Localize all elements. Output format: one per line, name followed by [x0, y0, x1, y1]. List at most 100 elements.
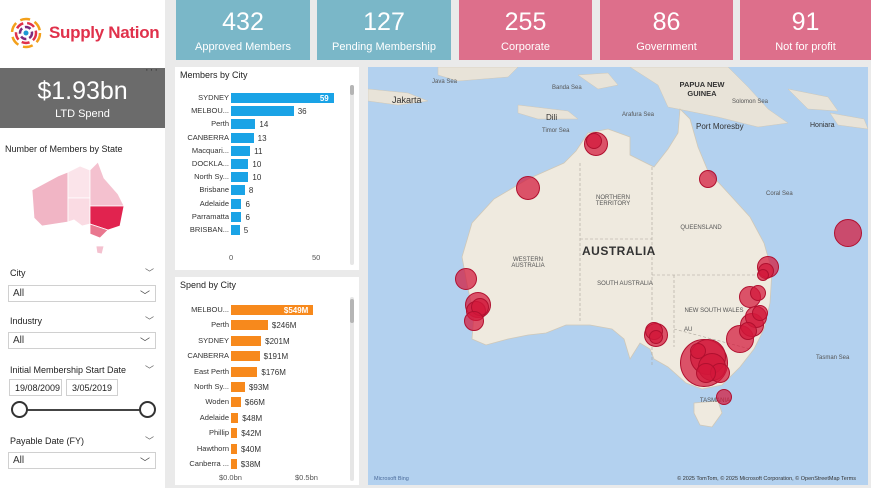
region-label: NEW SOUTH WALES — [684, 308, 744, 314]
bar-value-label: $48M — [242, 413, 263, 423]
member-location-map[interactable]: Java Sea Banda Sea Arafura Sea Timor Sea… — [368, 67, 868, 485]
map-attribution[interactable]: © 2025 TomTom, © 2025 Microsoft Corporat… — [677, 476, 856, 482]
city-slicer-label: City — [10, 268, 26, 278]
industry-dropdown[interactable]: All ﹀ — [8, 332, 156, 349]
bar[interactable] — [231, 459, 237, 469]
bar-value-label: 6 — [245, 199, 250, 209]
end-date-input[interactable]: 3/05/2019 — [66, 379, 118, 396]
scrollbar-track[interactable] — [350, 85, 354, 265]
bar-category-label: Adelaide — [199, 412, 229, 422]
state-tas[interactable] — [95, 245, 105, 255]
membership-date-collapse-icon[interactable]: ﹀ — [145, 365, 155, 375]
kpi-value: 255 — [504, 8, 547, 36]
bar[interactable] — [231, 351, 260, 362]
scrollbar-track[interactable] — [350, 297, 354, 481]
bar[interactable] — [231, 428, 238, 439]
member-location-bubble[interactable] — [750, 285, 766, 301]
bar-category-label: SYDNEY — [198, 335, 229, 345]
kpi-approved-members: 432 Approved Members — [176, 0, 310, 60]
member-location-bubble[interactable] — [752, 305, 768, 321]
industry-collapse-icon[interactable]: ﹀ — [145, 316, 155, 326]
date-range-start-handle[interactable] — [11, 401, 28, 418]
bar-value-label: 14 — [259, 120, 269, 130]
city-collapse-icon[interactable]: ﹀ — [145, 268, 155, 278]
scrollbar-thumb[interactable] — [350, 85, 354, 95]
brand-name: Supply Nation — [49, 23, 160, 42]
payable-date-dropdown[interactable]: All ﹀ — [8, 452, 156, 469]
member-location-bubble[interactable] — [739, 322, 757, 340]
bar[interactable] — [231, 412, 239, 423]
industry-dropdown-value: All — [13, 335, 25, 346]
scrollbar-thumb[interactable] — [350, 299, 354, 323]
chevron-down-icon: ﹀ — [140, 338, 150, 349]
sea-label: Java Sea — [432, 79, 458, 85]
member-location-bubble[interactable] — [757, 269, 769, 281]
map-city-label: Port Moresby — [696, 122, 744, 131]
member-location-bubble[interactable] — [690, 343, 706, 359]
bar[interactable] — [231, 305, 314, 315]
bar[interactable] — [231, 382, 245, 392]
payable-date-dropdown-value: All — [13, 455, 25, 466]
map-city-label: Honiara — [810, 122, 835, 129]
date-range-end-handle[interactable] — [139, 401, 156, 418]
bar-value-label: $42M — [241, 429, 262, 439]
bar-category-label: Phillip — [208, 428, 229, 438]
bar[interactable] — [231, 172, 249, 183]
sea-label: Arafura Sea — [622, 112, 655, 118]
bar[interactable] — [231, 119, 256, 130]
city-dropdown[interactable]: All ﹀ — [8, 285, 156, 302]
bar[interactable] — [231, 198, 242, 209]
bar-value-label: $66M — [244, 398, 265, 408]
map-city-label: Dili — [546, 113, 558, 122]
start-date-input[interactable]: 19/08/2009 — [9, 379, 62, 396]
bar[interactable] — [231, 211, 242, 222]
bar[interactable] — [231, 225, 240, 235]
state-sa[interactable] — [67, 197, 91, 227]
kpi-government: 86 Government — [600, 0, 733, 60]
bar[interactable] — [231, 159, 249, 169]
member-location-bubble[interactable] — [834, 219, 862, 247]
sea-label: Tasman Sea — [816, 355, 850, 361]
membership-date-label: Initial Membership Start Date — [10, 365, 127, 375]
spend-by-city-chart[interactable]: Spend by City $0.0bn $0.5bn MELBOU... $54… — [175, 277, 359, 485]
state-nt[interactable] — [67, 165, 91, 199]
sea-label: Banda Sea — [552, 85, 582, 91]
bar[interactable] — [231, 106, 294, 117]
bar[interactable] — [231, 93, 334, 103]
member-location-bubble[interactable] — [455, 268, 477, 290]
bar[interactable] — [231, 320, 268, 331]
members-by-state-map[interactable] — [28, 160, 128, 256]
member-location-bubble[interactable] — [649, 330, 663, 344]
member-location-bubble[interactable] — [464, 311, 484, 331]
chevron-down-icon: ﹀ — [140, 458, 150, 469]
country-label: PAPUA NEW GUINEA — [679, 80, 725, 98]
bar[interactable] — [231, 366, 258, 377]
more-options-icon[interactable]: ··· — [145, 64, 159, 76]
bar[interactable] — [231, 132, 254, 143]
bar[interactable] — [231, 443, 237, 454]
bar-value-label: 10 — [252, 160, 262, 169]
bar-value-label: 10 — [252, 173, 262, 183]
bar-value-label: $176M — [261, 367, 286, 377]
supply-nation-logo-icon — [10, 17, 42, 49]
date-range-slider-track[interactable] — [18, 409, 148, 411]
country-label: AUSTRALIA — [582, 244, 656, 258]
members-by-city-chart[interactable]: Members by City 0 50 SYDNEY 59 MELBOU... 36… — [175, 67, 359, 270]
x-tick: $0.0bn — [219, 473, 242, 482]
bar-category-label: Perth — [211, 119, 229, 129]
bar[interactable] — [231, 145, 251, 156]
member-location-bubble[interactable] — [716, 389, 732, 405]
state-wa[interactable] — [31, 171, 69, 227]
state-qld[interactable] — [89, 161, 125, 207]
state-vic[interactable] — [89, 223, 109, 239]
member-location-bubble[interactable] — [699, 170, 717, 188]
bar[interactable] — [231, 335, 262, 346]
state-nsw[interactable] — [89, 205, 125, 231]
member-location-bubble[interactable] — [696, 363, 716, 383]
member-location-bubble[interactable] — [586, 133, 602, 149]
bar[interactable] — [231, 397, 241, 408]
payable-date-collapse-icon[interactable]: ﹀ — [145, 436, 155, 446]
bar[interactable] — [231, 185, 245, 196]
member-location-bubble[interactable] — [516, 176, 540, 200]
bar-value-label: $40M — [241, 444, 262, 454]
